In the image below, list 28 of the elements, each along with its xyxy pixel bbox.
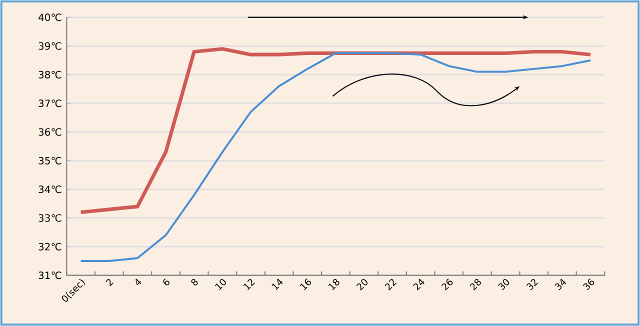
y-tick-label: 37℃ (38, 100, 62, 108)
y-tick-label: 33℃ (38, 214, 62, 222)
x-tick-label: 32 (526, 279, 538, 290)
x-tick-label: 18 (328, 278, 340, 290)
x-tick-label: 36 (582, 278, 594, 290)
x-tick-label: 16 (300, 278, 312, 290)
x-tick-label: 34 (554, 278, 566, 290)
x-tick-label: 2 (106, 279, 114, 286)
x-tick-label: 20 (356, 279, 368, 290)
x-tick-label: 24 (413, 278, 424, 290)
x-tick-label: 10 (215, 279, 226, 290)
x-tick-label: 22 (384, 279, 397, 290)
y-tick-label: 34℃ (38, 186, 62, 194)
y-tick-label: 36℃ (38, 128, 62, 136)
x-tick-label: 26 (441, 278, 453, 290)
x-tick-label: 4 (136, 278, 142, 286)
y-tick-label: 31℃ (38, 272, 62, 280)
x-tick-label: 30 (498, 279, 510, 290)
y-tick-label: 40℃ (38, 14, 62, 22)
y-tick-label: 32℃ (38, 242, 62, 250)
y-tick-label: 39℃ (38, 42, 62, 50)
x-tick-label: 6 (163, 278, 170, 286)
x-tick-label: 28 (470, 278, 481, 290)
y-tick-label: 38℃ (38, 70, 62, 78)
x-tick-label: 8 (191, 278, 198, 286)
x-tick-label: 12 (243, 279, 255, 290)
x-tick-label: 14 (272, 278, 283, 290)
y-tick-label: 35℃ (38, 156, 62, 164)
